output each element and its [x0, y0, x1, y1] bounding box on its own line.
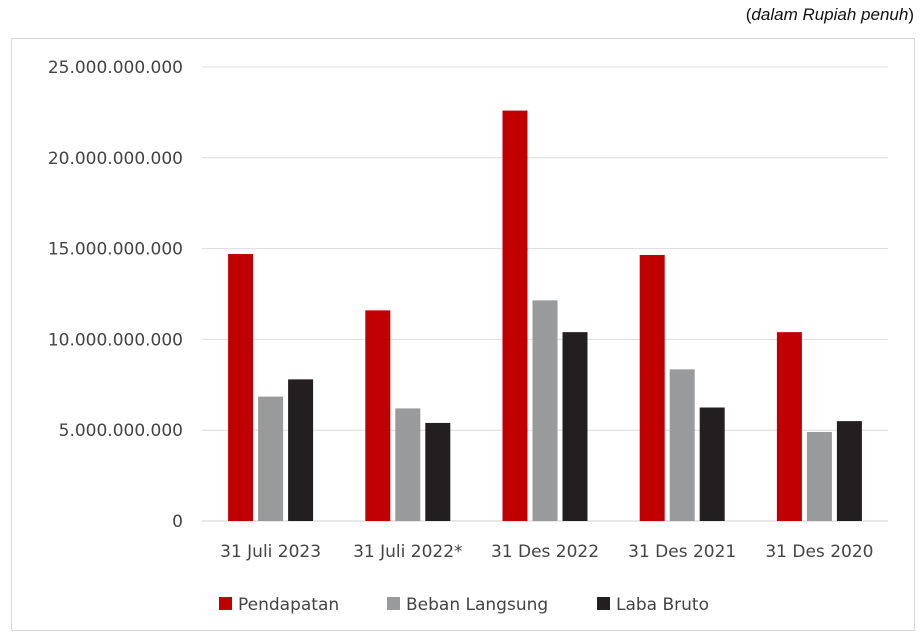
legend[interactable]: Pendapatan Beban Langsung Laba Bruto: [219, 595, 709, 615]
bar-pendapatan: [776, 332, 802, 521]
y-tick-label: 0: [172, 512, 183, 532]
unit-note-text: dalam Rupiah penuh: [751, 5, 909, 24]
y-axis-ticks: 0 5.000.000.000 10.000.000.000 15.000.000.0…: [48, 58, 183, 532]
x-category-label: 31 Juli 2023: [220, 542, 321, 562]
bar-pendapatan: [365, 310, 391, 521]
bar-laba-bruto: [288, 379, 314, 521]
legend-label: Laba Bruto: [616, 595, 709, 615]
y-tick-label: 15.000.000.000: [48, 240, 183, 260]
bar-beban-langsung: [395, 408, 421, 521]
legend-item-pendapatan[interactable]: Pendapatan: [219, 595, 339, 615]
legend-item-laba-bruto[interactable]: Laba Bruto: [597, 595, 709, 615]
legend-swatch: [219, 597, 232, 610]
bar-beban-langsung: [806, 432, 832, 521]
legend-label: Beban Langsung: [406, 595, 548, 615]
x-category-label: 31 Des 2022: [491, 542, 599, 562]
x-category-label: 31 Des 2020: [765, 542, 873, 562]
bar-laba-bruto: [836, 421, 862, 521]
y-tick-label: 5.000.000.000: [59, 421, 183, 441]
bar-beban-langsung: [258, 396, 284, 521]
bar-laba-bruto: [562, 332, 588, 521]
legend-item-beban-langsung[interactable]: Beban Langsung: [387, 595, 548, 615]
bar-pendapatan: [228, 254, 254, 521]
legend-label: Pendapatan: [238, 595, 339, 615]
y-tick-label: 25.000.000.000: [48, 58, 183, 78]
legend-swatch: [597, 597, 610, 610]
x-category-label: 31 Juli 2022*: [353, 542, 462, 562]
y-tick-label: 10.000.000.000: [48, 330, 183, 350]
bar-pendapatan: [502, 110, 528, 522]
bar-laba-bruto: [699, 407, 725, 521]
y-tick-label: 20.000.000.000: [48, 149, 183, 169]
legend-swatch: [387, 597, 400, 610]
x-category-label: 31 Des 2021: [628, 542, 736, 562]
bar-beban-langsung: [532, 300, 558, 521]
bars: [228, 110, 862, 522]
bar-beban-langsung: [669, 369, 695, 521]
unit-note: (dalam Rupiah penuh): [745, 5, 914, 24]
bar-pendapatan: [639, 254, 665, 521]
x-axis-labels: 31 Juli 2023 31 Juli 2022* 31 Des 2022 31 D…: [220, 542, 873, 562]
bar-laba-bruto: [425, 422, 451, 521]
chart-frame: [11, 38, 915, 631]
